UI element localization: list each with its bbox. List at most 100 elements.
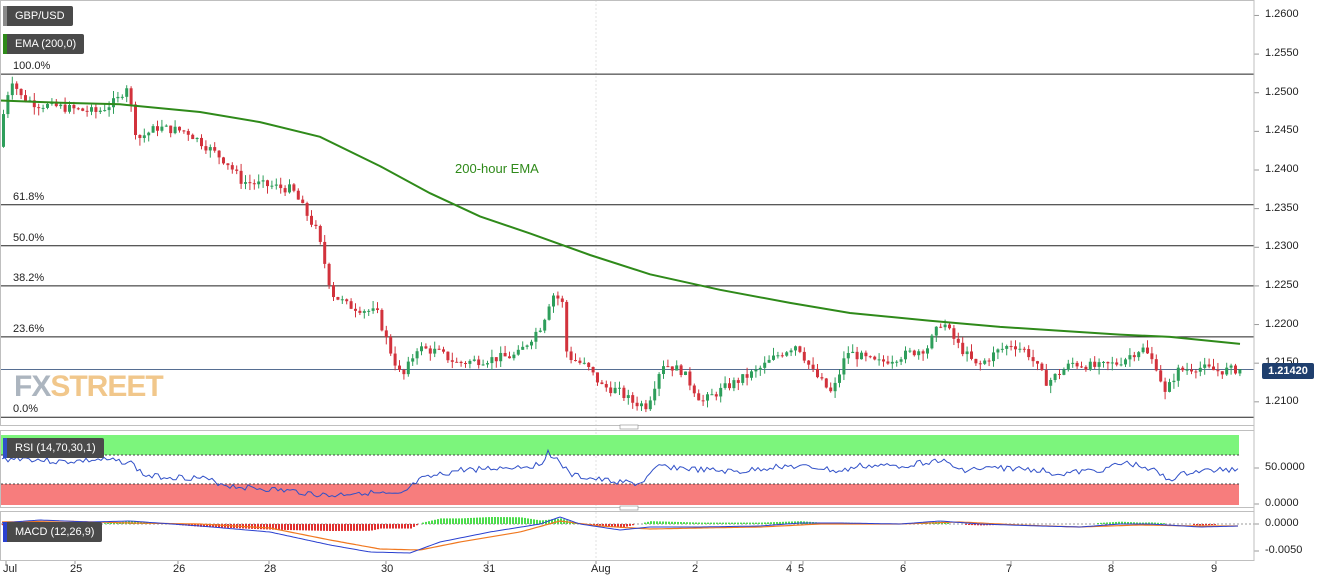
candle-body [1159,370,1163,382]
macd-histogram-bar [1139,522,1141,524]
macd-histogram-bar [296,524,298,531]
panel-handle [619,505,639,511]
candle-body [697,393,701,401]
macd-histogram-bar [722,522,724,524]
macd-histogram-bar [452,518,454,524]
candle-body [992,352,995,362]
candle-body [292,184,296,191]
macd-histogram-bar [263,524,265,530]
panel-frames [0,0,1255,561]
candle-body [90,107,93,112]
y-tick-label: 1.2300 [1265,240,1299,253]
macd-histogram-bar [431,520,433,524]
macd-histogram-bar [332,524,334,531]
candle-body [802,351,806,361]
macd-histogram-bar [596,524,598,526]
macd-histogram-bar [473,517,475,524]
macd-histogram-bar [257,524,259,530]
instrument-tag[interactable]: GBP/USD [3,6,73,26]
macd-histogram-bar [752,522,754,524]
candle-body [1229,365,1233,368]
macd-histogram-bar [1163,523,1165,524]
candle-body [1058,373,1061,375]
candle-body [380,309,384,331]
macd-histogram-bar [494,517,496,524]
candle-body [178,126,181,131]
candle-body [494,357,498,362]
macd-histogram-bar [113,522,115,524]
macd-y-tick: -0.0050 [1265,544,1303,556]
candle-body [10,83,14,96]
macd-histogram-bar [713,522,715,524]
macd-histogram-bar [206,524,208,528]
macd-histogram-bar [782,521,784,524]
macd-histogram-bar [506,517,508,524]
macd-histogram-bar [425,521,427,524]
macd-histogram-bar [1124,521,1126,524]
candle-body [406,361,410,375]
candle-body [1220,371,1224,375]
macd-line [1,516,1239,554]
candle-body [327,263,331,286]
macd-histogram-bar [422,522,424,524]
candle-body [556,295,560,299]
ema-tag[interactable]: EMA (200,0) [3,34,85,54]
candle-body [261,180,265,182]
macd-histogram-bar [629,524,631,526]
macd-histogram-bar [737,522,739,524]
x-tick-label: 9 [1211,563,1218,575]
candle-body [283,188,287,193]
rsi-y-tick: 50.0000 [1265,461,1305,473]
macd-histogram-bar [662,521,664,524]
macd-histogram-bar [749,522,751,524]
candle-body [864,352,868,357]
macd-histogram-bar [317,524,319,531]
y-tick-label: 1.2550 [1265,47,1299,60]
macd-histogram-bar [1145,522,1147,524]
macd-histogram-bar [416,524,418,526]
candle-body [736,380,740,383]
macd-histogram-bar [293,524,295,531]
candle-body [512,354,516,359]
candle-body [1212,366,1215,371]
macd-histogram-bar [329,524,331,531]
candle-body [670,366,674,371]
macd-histogram-bar [677,521,679,524]
candle-body [618,387,621,389]
candle-body [904,350,907,360]
panel-frame [0,511,1255,561]
candle-body [195,137,199,140]
macd-tag[interactable]: MACD (12,26,9) [3,522,103,542]
macd-tag-bar [3,522,7,542]
fib-label: 38.2% [13,271,45,284]
macd-histogram-bar [977,524,979,526]
candle-body [719,387,723,397]
macd-histogram-bar [740,522,742,524]
candle-body [354,308,357,311]
candle-body [213,147,217,151]
x-tick-label: 5 [798,563,805,575]
macd-histogram-bar [980,524,982,526]
macd-histogram-bar [548,519,550,524]
candle-body [890,361,894,364]
macd-histogram-bar [1136,522,1138,524]
candle-body [1044,370,1048,386]
candle-body [455,361,459,363]
candle-body [1036,361,1039,364]
candle-body [543,319,547,331]
macd-histogram-bar [338,524,340,531]
candle-body [1088,361,1092,370]
candle-body [1119,364,1123,366]
candle-body [983,360,987,364]
candle-body [1238,369,1242,374]
y-tick-label: 1.2200 [1265,317,1299,330]
macd-histogram-bar [1211,524,1213,526]
macd-histogram-bar [1100,522,1102,524]
macd-histogram-bar [743,522,745,524]
candle-body [675,365,679,371]
ema-line [0,99,1241,345]
candle-body [1084,366,1088,370]
macd-histogram-bar [647,521,649,524]
rsi-tag[interactable]: RSI (14,70,30,1) [3,438,104,458]
